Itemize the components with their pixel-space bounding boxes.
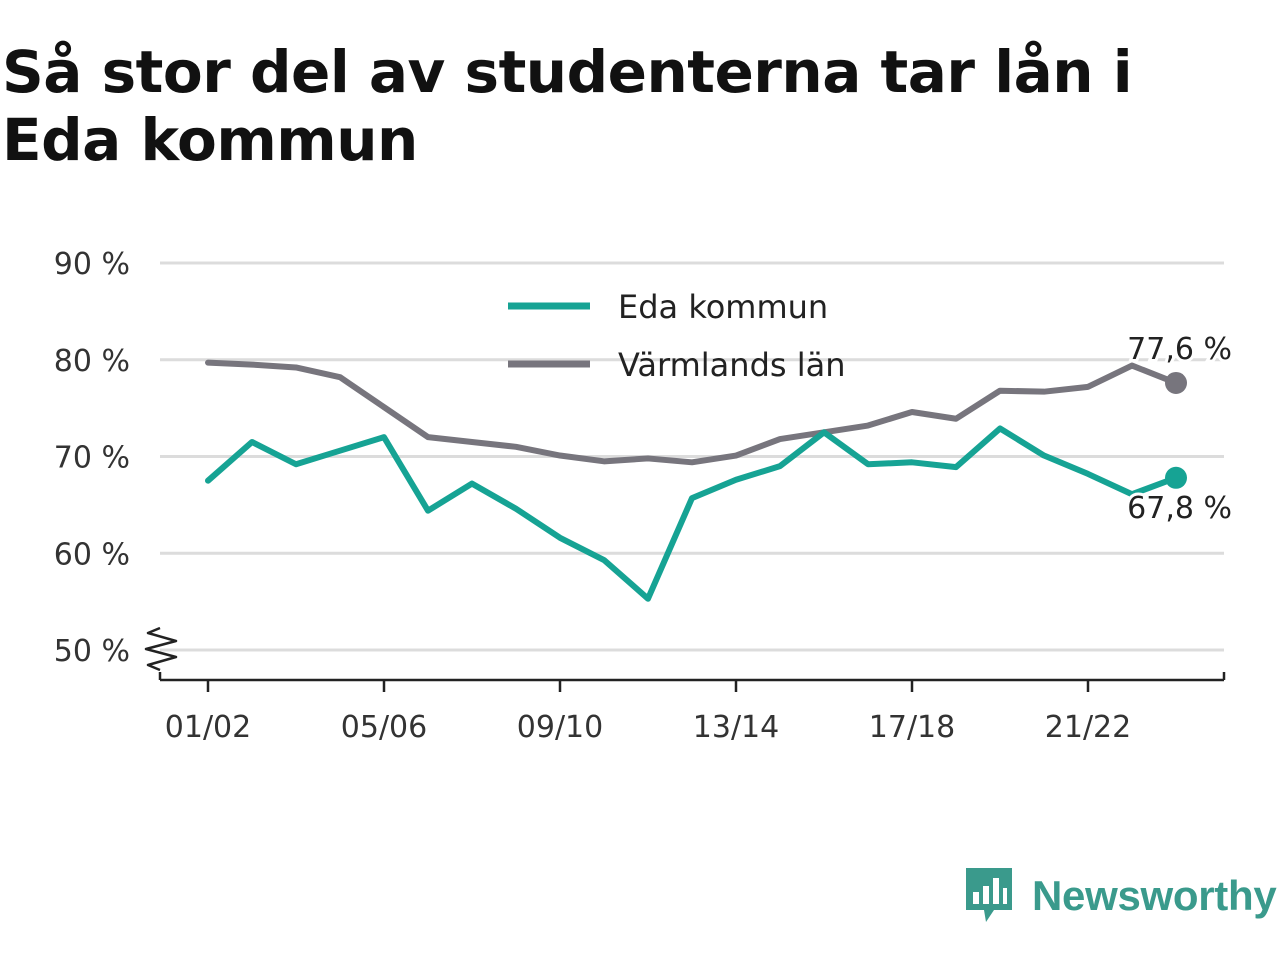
end-value-label: 77,6 % (1127, 332, 1232, 367)
x-tick-label: 21/22 (1045, 710, 1131, 745)
series-end-point (1165, 371, 1187, 394)
newsworthy-logo-icon (966, 868, 1012, 922)
x-tick-label: 01/02 (165, 710, 251, 745)
y-tick-label: 90 % (54, 247, 130, 282)
series-lines (205, 359, 1187, 602)
x-tick-label: 13/14 (693, 710, 779, 745)
x-tick-label: 05/06 (341, 710, 427, 745)
end-labels: 67,8 % 77,6 % (1124, 329, 1235, 529)
series-line (205, 425, 1179, 602)
x-tick-label: 17/18 (869, 710, 955, 745)
y-tick-label: 70 % (54, 441, 130, 476)
series-end-point (1165, 466, 1187, 489)
y-tick-label: 50 % (54, 634, 130, 669)
brand-name: Newsworthy (1032, 872, 1277, 919)
brand: Newsworthy (964, 866, 1277, 926)
y-tick-label: 60 % (54, 537, 130, 572)
series-line (205, 359, 1179, 466)
axis-break-icon (144, 626, 178, 672)
legend-label: Eda kommun (618, 288, 828, 326)
y-tick-label: 80 % (54, 344, 130, 379)
chart-title: Så stor del av studenterna tar lån i Eda… (2, 38, 1133, 174)
legend-label: Värmlands län (618, 346, 846, 384)
legend: Eda kommun Värmlands län (508, 288, 846, 384)
y-axis: 50 % 60 % 70 % 80 % 90 % (54, 247, 178, 672)
end-value-label: 67,8 % (1127, 491, 1232, 526)
x-tick-label: 09/10 (517, 710, 603, 745)
x-axis: 01/02 05/06 09/10 13/14 17/18 21/22 (158, 672, 1226, 745)
